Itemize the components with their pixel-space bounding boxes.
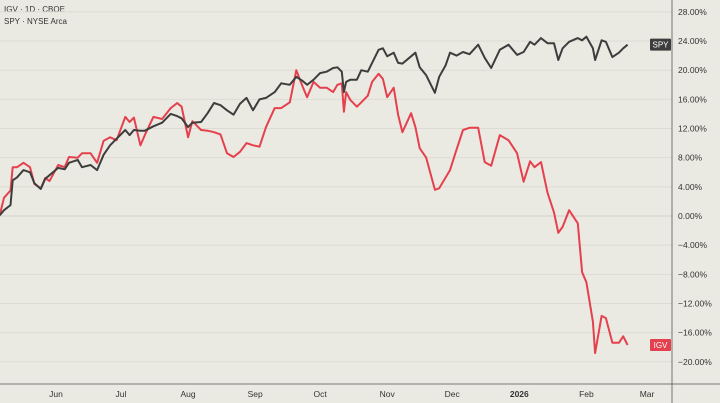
x-tick-label: Oct [314,389,328,399]
y-tick-label: 20.00% [678,65,707,75]
y-tick-label: 0.00% [678,211,703,221]
y-tick-label: 12.00% [678,124,707,134]
chart-legend: IGV · 1D · CBOE SPY · NYSE Arca [4,4,67,28]
x-tick-label: Aug [181,389,196,399]
y-tick-label: −8.00% [678,269,708,279]
badge-background [650,38,671,51]
y-tick-label: −20.00% [678,357,712,367]
series-lines [0,35,629,355]
x-tick-label: Mar [640,389,655,399]
badge-label: SPY [652,41,669,50]
y-tick-label: 8.00% [678,153,703,163]
gridlines [0,11,672,363]
y-tick-label: −4.00% [678,240,708,250]
badge-background [650,339,671,352]
badge-igv: IGV [650,339,671,352]
y-tick-label: 16.00% [678,94,707,104]
time-axis[interactable]: Jun Jul Aug Sep Oct Nov Dec 2026 Feb Mar [49,389,654,399]
badge-spy: SPY [650,38,671,51]
x-tick-label: Dec [445,389,461,399]
y-tick-label: −16.00% [678,328,712,338]
x-tick-label: Sep [248,389,263,399]
x-tick-label: 2026 [510,389,529,399]
y-tick-label: 4.00% [678,182,703,192]
legend-spy: SPY · NYSE Arca [4,17,67,26]
x-tick-label: Jul [116,389,127,399]
x-tick-label: Jun [49,389,63,399]
price-axis[interactable]: 28.00% 24.00% 20.00% 16.00% 12.00% 8.00% 4.00%… [678,7,712,367]
series-line-igv [0,69,629,355]
y-tick-label: 28.00% [678,7,707,17]
legend-igv: IGV · 1D · CBOE [4,5,65,14]
x-tick-label: Feb [579,389,594,399]
series-badges: IGV SPY [650,38,671,352]
x-tick-label: Nov [380,389,396,399]
y-tick-label: −12.00% [678,298,712,308]
series-line-spy [0,35,629,216]
y-tick-label: 24.00% [678,36,707,46]
badge-label: IGV [654,341,668,350]
